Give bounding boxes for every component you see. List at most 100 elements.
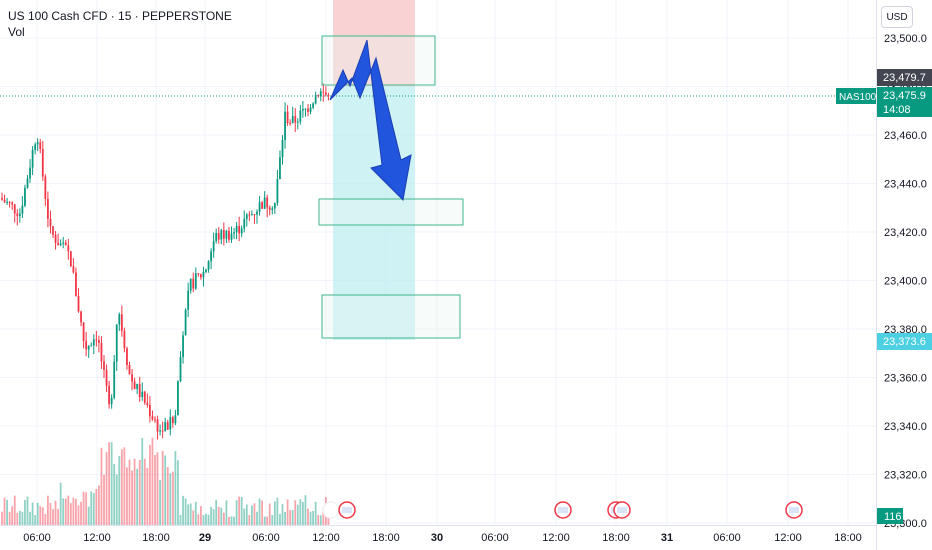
time-axis[interactable]: 06:00 12:00 18:00 29 06:00 12:00 18:00 30 06:00 1… [23, 532, 862, 544]
candle-body [296, 121, 299, 123]
candle-body [304, 108, 307, 110]
candle-body [1, 198, 3, 200]
candle-body [151, 416, 154, 420]
grid [0, 0, 876, 525]
x-tick-label: 18:00 [834, 532, 862, 544]
candle-body [57, 242, 59, 246]
candle-body [136, 383, 139, 389]
candle-body [253, 214, 256, 216]
candle-body [210, 251, 212, 262]
volume-bar [36, 502, 39, 525]
volume-bar [141, 438, 144, 525]
candle-body [103, 361, 105, 370]
candle-body [11, 202, 14, 205]
volume-bar [245, 504, 248, 525]
volume-bar [263, 516, 266, 525]
candle-body [238, 226, 241, 234]
volume-bar [29, 511, 31, 525]
candle-body [314, 95, 317, 104]
y-tick-label: 23,340.0 [884, 421, 927, 433]
time-axis-divider [0, 525, 876, 526]
volume-bar [279, 514, 281, 525]
volume-bar [289, 510, 292, 525]
volume-bar [164, 455, 167, 525]
volume-bar [1, 511, 3, 525]
candle-body [324, 92, 327, 96]
currency-button[interactable]: USD [881, 6, 913, 28]
volume-bar [136, 468, 139, 525]
volume-bar [235, 500, 238, 525]
volume-bar [271, 514, 274, 525]
candle-body [266, 197, 269, 208]
volume-bar [52, 509, 54, 525]
volume-bar [105, 452, 108, 525]
candle-body [202, 271, 205, 278]
candle-body [36, 142, 39, 145]
chart-title: US 100 Cash CFD · 15 · PEPPERSTONE [8, 9, 232, 23]
volume-bar [138, 459, 141, 525]
candle-body [189, 278, 192, 291]
candle-body [133, 381, 136, 389]
volume-bar [57, 509, 59, 525]
candle-body [215, 233, 218, 242]
last-price-label [877, 87, 932, 117]
candle-body [18, 213, 21, 217]
volume-bar [174, 450, 177, 525]
volume-bar [75, 498, 77, 525]
candle-body [261, 202, 263, 209]
candle-body [319, 91, 322, 97]
y-tick-label: 23,440.0 [884, 179, 927, 191]
candle-body [243, 218, 246, 229]
candle-body [141, 391, 144, 398]
take-profit-zone [333, 86, 415, 340]
volume-bar [322, 508, 325, 525]
volume-label: Vol [8, 25, 25, 39]
candle-body [161, 430, 164, 432]
candle-body [294, 116, 297, 123]
flag-icon [342, 507, 352, 513]
volume-bar [253, 503, 256, 525]
candle-body [299, 110, 302, 122]
volume-bar [273, 501, 276, 525]
volume-value-text: 116 [884, 511, 902, 523]
candle-body [82, 322, 85, 342]
overlays [0, 0, 876, 519]
candle-body [156, 419, 159, 432]
volume-bar [266, 516, 269, 525]
volume-bar [233, 516, 235, 525]
candle-body [138, 383, 141, 398]
candle-body [110, 397, 113, 405]
volume-bar [87, 506, 90, 525]
volume-bar [6, 499, 8, 525]
candle-body [256, 211, 258, 215]
volume-bar [215, 499, 218, 525]
volume-bar [34, 515, 37, 525]
candle-body [312, 103, 314, 108]
blue-arrow-projection [329, 39, 412, 202]
candle-body [77, 296, 80, 312]
candle-body [289, 123, 292, 125]
candle-body [120, 314, 123, 331]
volume-bar [258, 498, 261, 525]
volume-bar [62, 498, 65, 525]
volume-bar [299, 499, 302, 525]
candle-body [251, 214, 253, 216]
candle-body [131, 374, 133, 382]
volume-bar [3, 497, 6, 525]
candle-body [184, 309, 187, 336]
volume-bar [85, 492, 88, 525]
flag-icon [558, 507, 568, 513]
volume-bar [251, 505, 253, 525]
volume-bar [314, 501, 317, 525]
y-tick-label: 23,500.0 [884, 33, 927, 45]
flag-icon [789, 507, 799, 513]
candle-body [327, 95, 330, 97]
x-tick-label: 31 [661, 532, 673, 544]
candle-body [225, 230, 228, 239]
candle-body [62, 242, 65, 244]
volume-bar [123, 447, 126, 525]
candle-body [207, 261, 210, 270]
symbol-badge-text: NAS100 [839, 92, 877, 103]
x-tick-label: 18:00 [602, 532, 630, 544]
